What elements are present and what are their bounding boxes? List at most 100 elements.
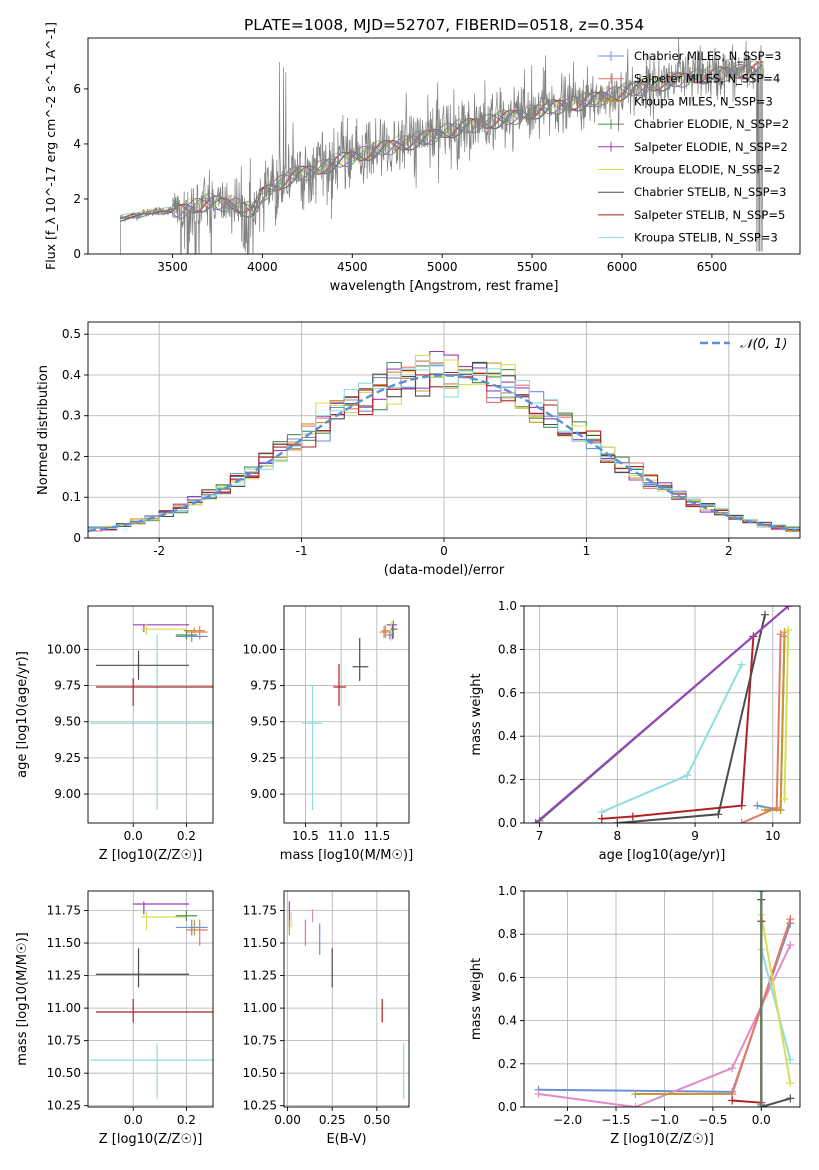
axes-residuals: -2 -1 0 1 2 0 0.1 0.2 0.3 0.4 0.5 (data-model)/erro… [36, 321, 801, 578]
weight-marker [728, 1096, 737, 1105]
weight-marker [761, 805, 770, 814]
weight-series [761, 628, 789, 814]
y-tick-label: 10.00 [243, 642, 277, 656]
weight-marker [786, 1094, 795, 1103]
x-tick-label: −1.5 [601, 1113, 630, 1127]
weight-line [760, 914, 792, 1084]
plot-area-weight-vs-age [531, 606, 793, 823]
weight-series [531, 606, 793, 823]
weight-marker [714, 810, 723, 819]
error-bar-point [183, 627, 206, 634]
weight-marker [531, 819, 540, 823]
y-tick-label: 10.50 [243, 1066, 277, 1080]
y-tick-label: 0.8 [498, 927, 517, 941]
y-tick-label: 10.75 [47, 1034, 81, 1048]
x-axis-label: Z [log10(Z/Z☉)] [610, 1132, 714, 1147]
weight-line [783, 629, 790, 800]
y-tick-label: 6 [73, 82, 81, 96]
x-axis-label: Z [log10(Z/Z☉)] [99, 1132, 203, 1147]
y-axis-label: Normed distribution [36, 365, 51, 495]
y-tick-label: 9.50 [54, 715, 81, 729]
weight-marker [534, 1090, 543, 1099]
weight-marker [761, 610, 770, 619]
axes-age-vs-mass: 10.5 11.0 11.5 9.00 9.25 9.50 9.75 10.00 mass [l… [243, 605, 413, 863]
x-tick-label: -1 [296, 544, 308, 558]
y-tick-label: 9.75 [54, 679, 81, 693]
legend-label: Chabrier ELODIE, N_SSP=2 [634, 117, 789, 131]
x-tick-label: 3500 [157, 260, 188, 274]
error-bar-point [133, 624, 190, 633]
x-axis-label: mass [log10(M/M☉)] [280, 848, 413, 863]
weight-marker [631, 1103, 640, 1107]
y-tick-label: 0.6 [498, 970, 517, 984]
plot-area-residuals [88, 350, 800, 533]
weight-line [732, 921, 763, 1104]
y-tick-label: 4 [73, 137, 81, 151]
weight-series [597, 660, 746, 817]
y-tick-label: 0.2 [498, 1057, 517, 1071]
y-tick-label: 0.4 [62, 368, 81, 382]
error-bar-point [386, 630, 394, 640]
x-tick-label: 4000 [247, 260, 278, 274]
y-tick-label: 0.5 [62, 327, 81, 341]
error-bar-point [390, 620, 398, 638]
weight-marker [597, 814, 606, 823]
y-tick-label: 0.3 [62, 409, 81, 423]
error-bar-point [381, 624, 389, 638]
y-tick-label: 9.75 [250, 679, 277, 693]
x-axis-label: wavelength [Angstrom, rest frame] [330, 279, 559, 294]
y-axis-label: mass [log10(M/M☉)] [15, 932, 30, 1065]
x-tick-label: 5000 [427, 260, 458, 274]
y-tick-label: 10.25 [243, 1099, 277, 1113]
legend-label: Kroupa ELODIE, N_SSP=2 [634, 163, 780, 177]
observed-spectrum-line [120, 38, 765, 254]
plot-area-spectrum [120, 38, 765, 254]
y-tick-label: 9.50 [250, 715, 277, 729]
legend-entry: Kroupa ELODIE, N_SSP=2 [598, 163, 780, 177]
x-tick-label: 9 [691, 829, 699, 843]
weight-series [613, 610, 770, 823]
y-tick-label: 11.75 [243, 904, 277, 918]
error-bar-point [90, 634, 213, 810]
x-tick-label: 11.5 [363, 829, 390, 843]
weight-line [601, 636, 755, 820]
x-tick-label: −0.5 [698, 1113, 727, 1127]
y-tick-label: 0.6 [498, 686, 517, 700]
axes-spectrum: 3500 4000 4500 5000 5500 6000 6500 0 2 4 6 waveleng… [43, 22, 801, 294]
plot-area-age-vs-Z [90, 623, 213, 810]
error-bar-point [175, 919, 208, 936]
x-tick-label: 0.2 [177, 1113, 196, 1127]
x-tick-label: 0.0 [752, 1113, 771, 1127]
y-tick-label: 11.50 [243, 936, 277, 950]
weight-marker [786, 1079, 795, 1088]
x-tick-label: -2 [153, 544, 165, 558]
legend-label: 𝒩(0, 1) [740, 337, 787, 352]
error-bar-point [141, 911, 187, 931]
axes-mass-vs-ebv: 0.00 0.25 0.50 10.25 10.50 10.75 11.00 11.25 11.… [243, 890, 410, 1147]
y-tick-label: 0.8 [498, 642, 517, 656]
legend-label: Salpeter ELODIE, N_SSP=2 [634, 140, 788, 154]
x-axis-label: (data-model)/error [384, 563, 505, 578]
weight-marker [784, 625, 793, 634]
y-axis-label: mass weight [469, 673, 484, 755]
weight-marker [628, 812, 637, 821]
x-tick-label: 0.00 [274, 1113, 301, 1127]
legend-label: Salpeter STELIB, N_SSP=5 [634, 208, 785, 222]
y-tick-label: 9.00 [250, 787, 277, 801]
legend-entry: Chabrier STELIB, N_SSP=3 [598, 185, 786, 199]
legend-label: Chabrier STELIB, N_SSP=3 [634, 185, 786, 199]
x-tick-label: 2 [725, 544, 733, 558]
y-tick-label: 0.4 [498, 1014, 517, 1028]
x-tick-label: 5500 [517, 260, 548, 274]
error-bar-point [379, 626, 390, 638]
x-tick-label: 0.25 [319, 1113, 346, 1127]
y-tick-label: 0.0 [498, 816, 517, 830]
plot-area-weight-vs-Z [534, 891, 795, 1107]
legend-label: Kroupa STELIB, N_SSP=3 [634, 231, 778, 245]
error-bar-point [186, 919, 208, 946]
legend-entry: Kroupa MILES, N_SSP=3 [598, 94, 773, 108]
weight-marker [728, 1064, 737, 1073]
axes-frame [283, 605, 410, 824]
x-tick-label: 11.0 [328, 829, 355, 843]
x-tick-label: 0.0 [124, 1113, 143, 1127]
